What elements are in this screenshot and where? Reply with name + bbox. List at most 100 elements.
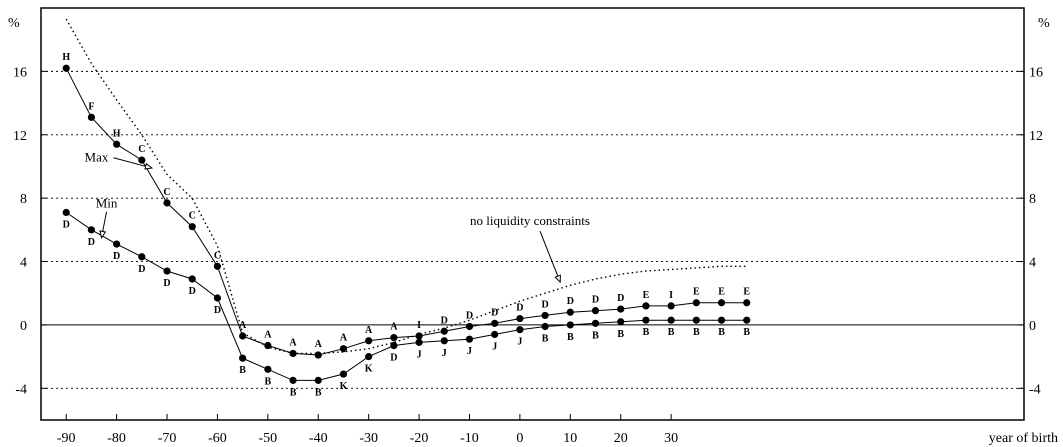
point-label: F <box>88 101 94 112</box>
gridlines <box>41 70 1024 389</box>
data-point <box>163 199 171 207</box>
point-label: B <box>315 387 322 398</box>
x-tick-label: -30 <box>359 431 378 446</box>
y-tick-label-right: 8 <box>1029 192 1036 207</box>
data-point <box>62 208 70 217</box>
data-point <box>213 262 222 270</box>
data-point <box>314 376 322 384</box>
point-label: C <box>189 211 196 222</box>
x-tick-label: -90 <box>57 431 76 446</box>
plot-frame <box>40 7 1025 421</box>
y-tick-label-right: 0 <box>1029 319 1036 334</box>
x-axis-label: year of birth <box>989 431 1058 446</box>
x-tick-label: -50 <box>259 431 278 446</box>
point-label: A <box>390 322 398 333</box>
data-point <box>566 308 574 316</box>
series-line-lower <box>65 211 747 381</box>
y-tick-label-left: 12 <box>13 129 27 144</box>
data-point <box>339 345 348 353</box>
data-point <box>62 64 70 72</box>
data-point <box>743 299 751 307</box>
point-label: B <box>542 334 549 345</box>
point-label: H <box>113 128 121 139</box>
data-point <box>743 316 751 324</box>
point-label: B <box>743 327 750 338</box>
data-point <box>113 240 121 248</box>
data-point <box>365 337 373 345</box>
data-point <box>440 327 448 335</box>
data-point <box>465 335 474 343</box>
point-label: J <box>417 349 422 360</box>
point-label: E <box>643 290 650 301</box>
point-label: B <box>617 329 624 340</box>
point-label: B <box>718 327 725 338</box>
annotation-label: Min <box>96 196 118 211</box>
data-point <box>541 311 549 320</box>
data-point <box>440 337 448 345</box>
data-point <box>617 318 625 326</box>
data-point <box>667 302 675 310</box>
point-label: I <box>669 290 673 301</box>
point-label: K <box>365 364 373 375</box>
x-tick-label: 30 <box>664 431 678 446</box>
data-point <box>591 319 600 327</box>
y-tick-label-right: 16 <box>1029 65 1043 80</box>
data-point <box>465 322 474 331</box>
data-point <box>491 330 499 339</box>
x-tick-label: -10 <box>460 431 479 446</box>
point-label: J <box>517 337 522 348</box>
annotation-arrowhead <box>554 274 561 284</box>
data-point <box>239 354 247 362</box>
point-label: D <box>88 237 95 248</box>
y-tick-label-left: 4 <box>20 256 27 271</box>
point-label: I <box>417 320 421 331</box>
data-point <box>264 341 272 350</box>
data-point <box>339 370 348 378</box>
x-tick-label: 20 <box>614 431 628 446</box>
data-point <box>113 140 121 148</box>
point-label: A <box>315 339 323 350</box>
point-label: C <box>214 250 221 261</box>
y-tick-label-right: 4 <box>1029 256 1036 271</box>
data-point <box>642 302 650 310</box>
data-point <box>314 351 322 359</box>
data-point <box>591 307 600 315</box>
point-label: B <box>290 387 297 398</box>
data-point <box>566 321 574 329</box>
point-label: D <box>491 307 498 318</box>
data-point <box>87 226 96 234</box>
point-label: E <box>743 287 750 298</box>
x-tick-label: -20 <box>410 431 429 446</box>
point-label: B <box>592 330 599 341</box>
point-label: E <box>718 287 725 298</box>
point-label: B <box>668 327 675 338</box>
x-tick-label: 10 <box>563 431 577 446</box>
data-point <box>692 299 700 307</box>
y-tick-label-right: 12 <box>1029 129 1043 144</box>
y-tick-label-left: 16 <box>13 65 27 80</box>
data-point <box>692 316 700 324</box>
data-point <box>516 326 524 334</box>
point-label: D <box>466 311 473 322</box>
annotation-arrowhead <box>99 230 107 240</box>
data-point <box>138 253 146 261</box>
annotation-arrowhead <box>144 162 154 170</box>
point-label: B <box>265 376 272 387</box>
data-point <box>415 338 423 346</box>
x-tick-label: -80 <box>107 431 126 446</box>
point-label: A <box>239 320 247 331</box>
point-label: D <box>390 353 397 364</box>
point-label: D <box>189 286 196 297</box>
data-point <box>188 223 196 231</box>
point-label: A <box>340 333 348 344</box>
point-label: H <box>62 52 70 63</box>
data-point <box>390 334 398 342</box>
point-label: D <box>592 295 599 306</box>
annotations-layer: Max Min no liquidity constraints <box>85 150 590 284</box>
y-tick-label-left: -4 <box>15 382 27 397</box>
data-point <box>390 341 398 350</box>
annotation-label: no liquidity constraints <box>470 213 590 228</box>
point-label: D <box>567 296 574 307</box>
data-point <box>264 365 272 373</box>
